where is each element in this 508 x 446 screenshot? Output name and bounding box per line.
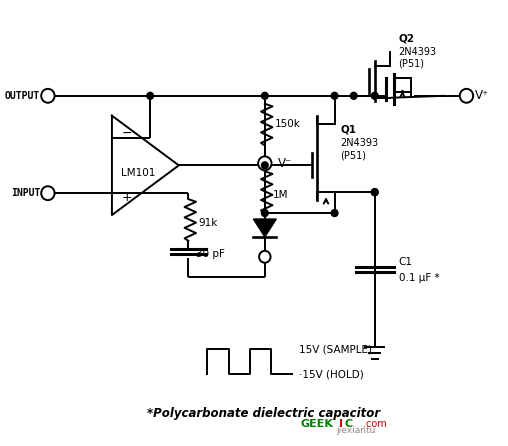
Text: INPUT: INPUT — [11, 188, 40, 198]
Text: jiexiantu: jiexiantu — [336, 426, 375, 435]
Circle shape — [460, 89, 473, 103]
Circle shape — [351, 92, 357, 99]
Circle shape — [371, 189, 378, 196]
Circle shape — [262, 92, 268, 99]
Circle shape — [262, 162, 268, 169]
Text: 91k: 91k — [198, 218, 217, 228]
Text: −: − — [122, 127, 133, 140]
Circle shape — [371, 92, 378, 99]
Text: +: + — [122, 190, 133, 204]
Text: (P51): (P51) — [340, 150, 366, 161]
Text: C: C — [345, 419, 353, 429]
Circle shape — [262, 210, 268, 217]
Circle shape — [331, 210, 338, 217]
Circle shape — [147, 92, 153, 99]
Text: I: I — [339, 419, 343, 429]
Circle shape — [331, 92, 338, 99]
Circle shape — [371, 189, 378, 196]
Text: 0.1 μF *: 0.1 μF * — [399, 273, 439, 283]
Text: *Polycarbonate dielectric capacitor: *Polycarbonate dielectric capacitor — [147, 407, 380, 420]
Text: V⁺: V⁺ — [475, 89, 489, 102]
Text: 150k: 150k — [274, 119, 300, 128]
Circle shape — [41, 89, 54, 103]
Text: 15V (SAMPLE): 15V (SAMPLE) — [299, 344, 372, 354]
Text: V⁻: V⁻ — [278, 157, 293, 170]
Text: OUTPUT: OUTPUT — [5, 91, 40, 101]
Text: ·15V (HOLD): ·15V (HOLD) — [299, 369, 364, 379]
Text: 2N4393: 2N4393 — [340, 139, 378, 149]
Text: GEEK: GEEK — [301, 419, 334, 429]
Text: (P51): (P51) — [399, 59, 425, 69]
Text: Q2: Q2 — [399, 33, 415, 43]
Circle shape — [259, 251, 271, 263]
Text: LM101: LM101 — [121, 168, 156, 178]
Text: 30 pF: 30 pF — [196, 249, 225, 259]
Text: C1: C1 — [399, 257, 412, 267]
Text: Q1: Q1 — [340, 124, 356, 135]
Text: 2N4393: 2N4393 — [399, 47, 437, 57]
Circle shape — [41, 186, 54, 200]
Polygon shape — [253, 219, 276, 237]
Text: .com: .com — [363, 419, 387, 429]
Circle shape — [258, 157, 271, 170]
Text: 1M: 1M — [272, 190, 288, 200]
